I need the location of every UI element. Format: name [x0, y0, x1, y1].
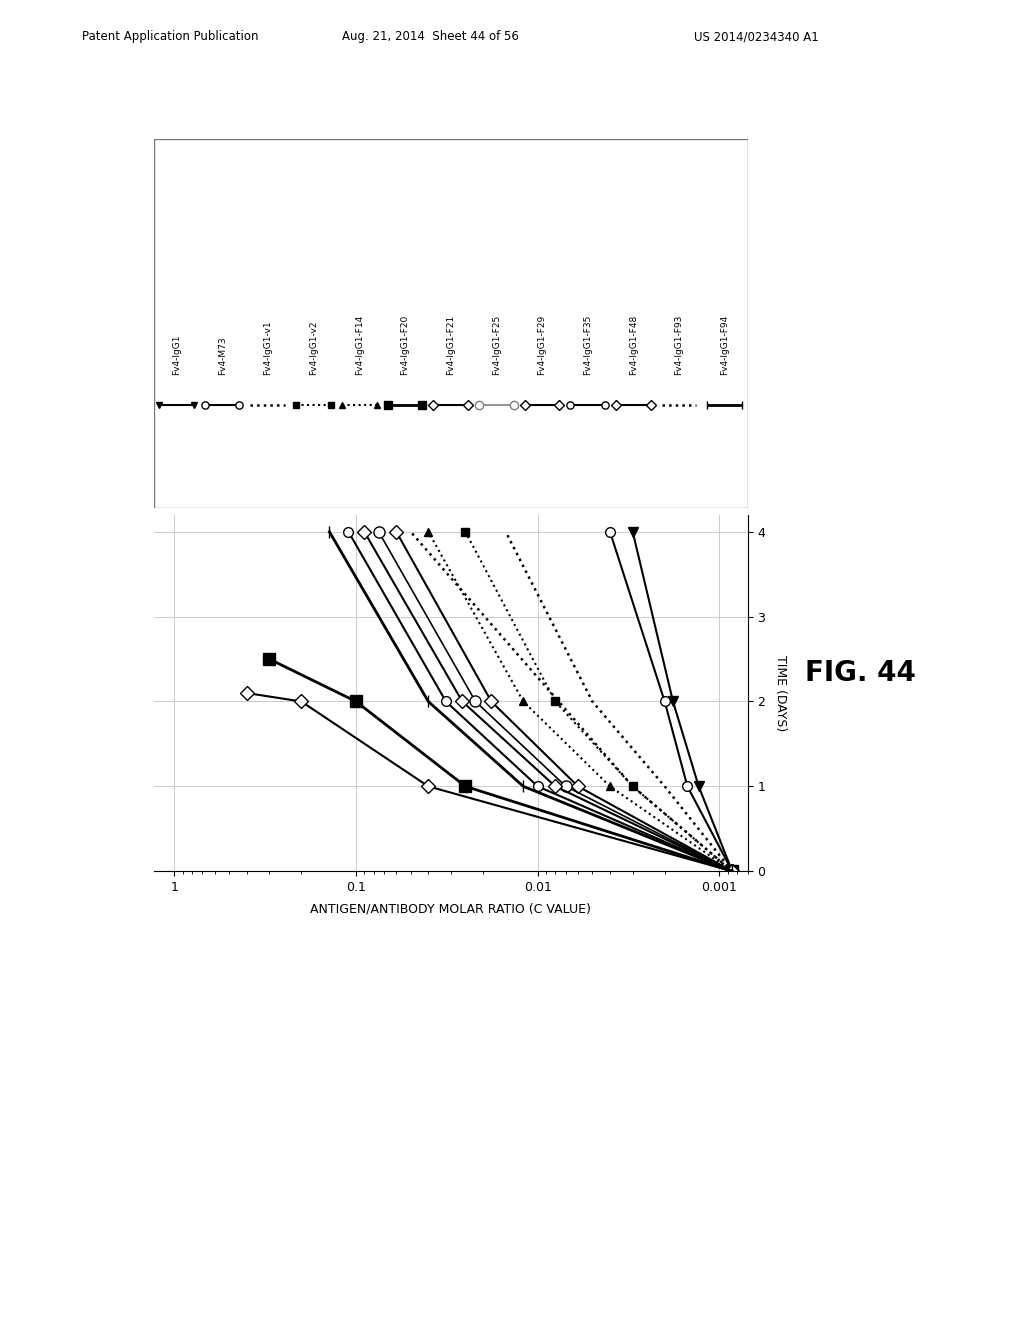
Text: Fv4-IgG1-F94: Fv4-IgG1-F94 [720, 315, 729, 375]
Text: Patent Application Publication: Patent Application Publication [82, 30, 258, 44]
Text: Fv4-M73: Fv4-M73 [218, 337, 226, 375]
Text: Fv4-IgG1-F14: Fv4-IgG1-F14 [354, 315, 364, 375]
Text: Fv4-IgG1-v2: Fv4-IgG1-v2 [309, 321, 318, 375]
Text: Fv4-IgG1-F29: Fv4-IgG1-F29 [538, 315, 547, 375]
Y-axis label: TIME (DAYS): TIME (DAYS) [774, 655, 787, 731]
Text: Fv4-IgG1-F93: Fv4-IgG1-F93 [675, 314, 683, 375]
Text: Fv4-IgG1-F25: Fv4-IgG1-F25 [492, 315, 501, 375]
Text: Fv4-IgG1-F35: Fv4-IgG1-F35 [583, 314, 592, 375]
Text: Fv4-IgG1-v1: Fv4-IgG1-v1 [263, 321, 272, 375]
X-axis label: ANTIGEN/ANTIBODY MOLAR RATIO (C VALUE): ANTIGEN/ANTIBODY MOLAR RATIO (C VALUE) [310, 903, 591, 915]
Text: Fv4-IgG1-F48: Fv4-IgG1-F48 [629, 315, 638, 375]
Text: Fv4-IgG1: Fv4-IgG1 [172, 335, 181, 375]
Text: FIG. 44: FIG. 44 [805, 659, 915, 688]
Text: Fv4-IgG1-F21: Fv4-IgG1-F21 [446, 315, 455, 375]
Text: Fv4-IgG1-F20: Fv4-IgG1-F20 [400, 315, 410, 375]
Text: Aug. 21, 2014  Sheet 44 of 56: Aug. 21, 2014 Sheet 44 of 56 [342, 30, 518, 44]
Text: US 2014/0234340 A1: US 2014/0234340 A1 [694, 30, 819, 44]
